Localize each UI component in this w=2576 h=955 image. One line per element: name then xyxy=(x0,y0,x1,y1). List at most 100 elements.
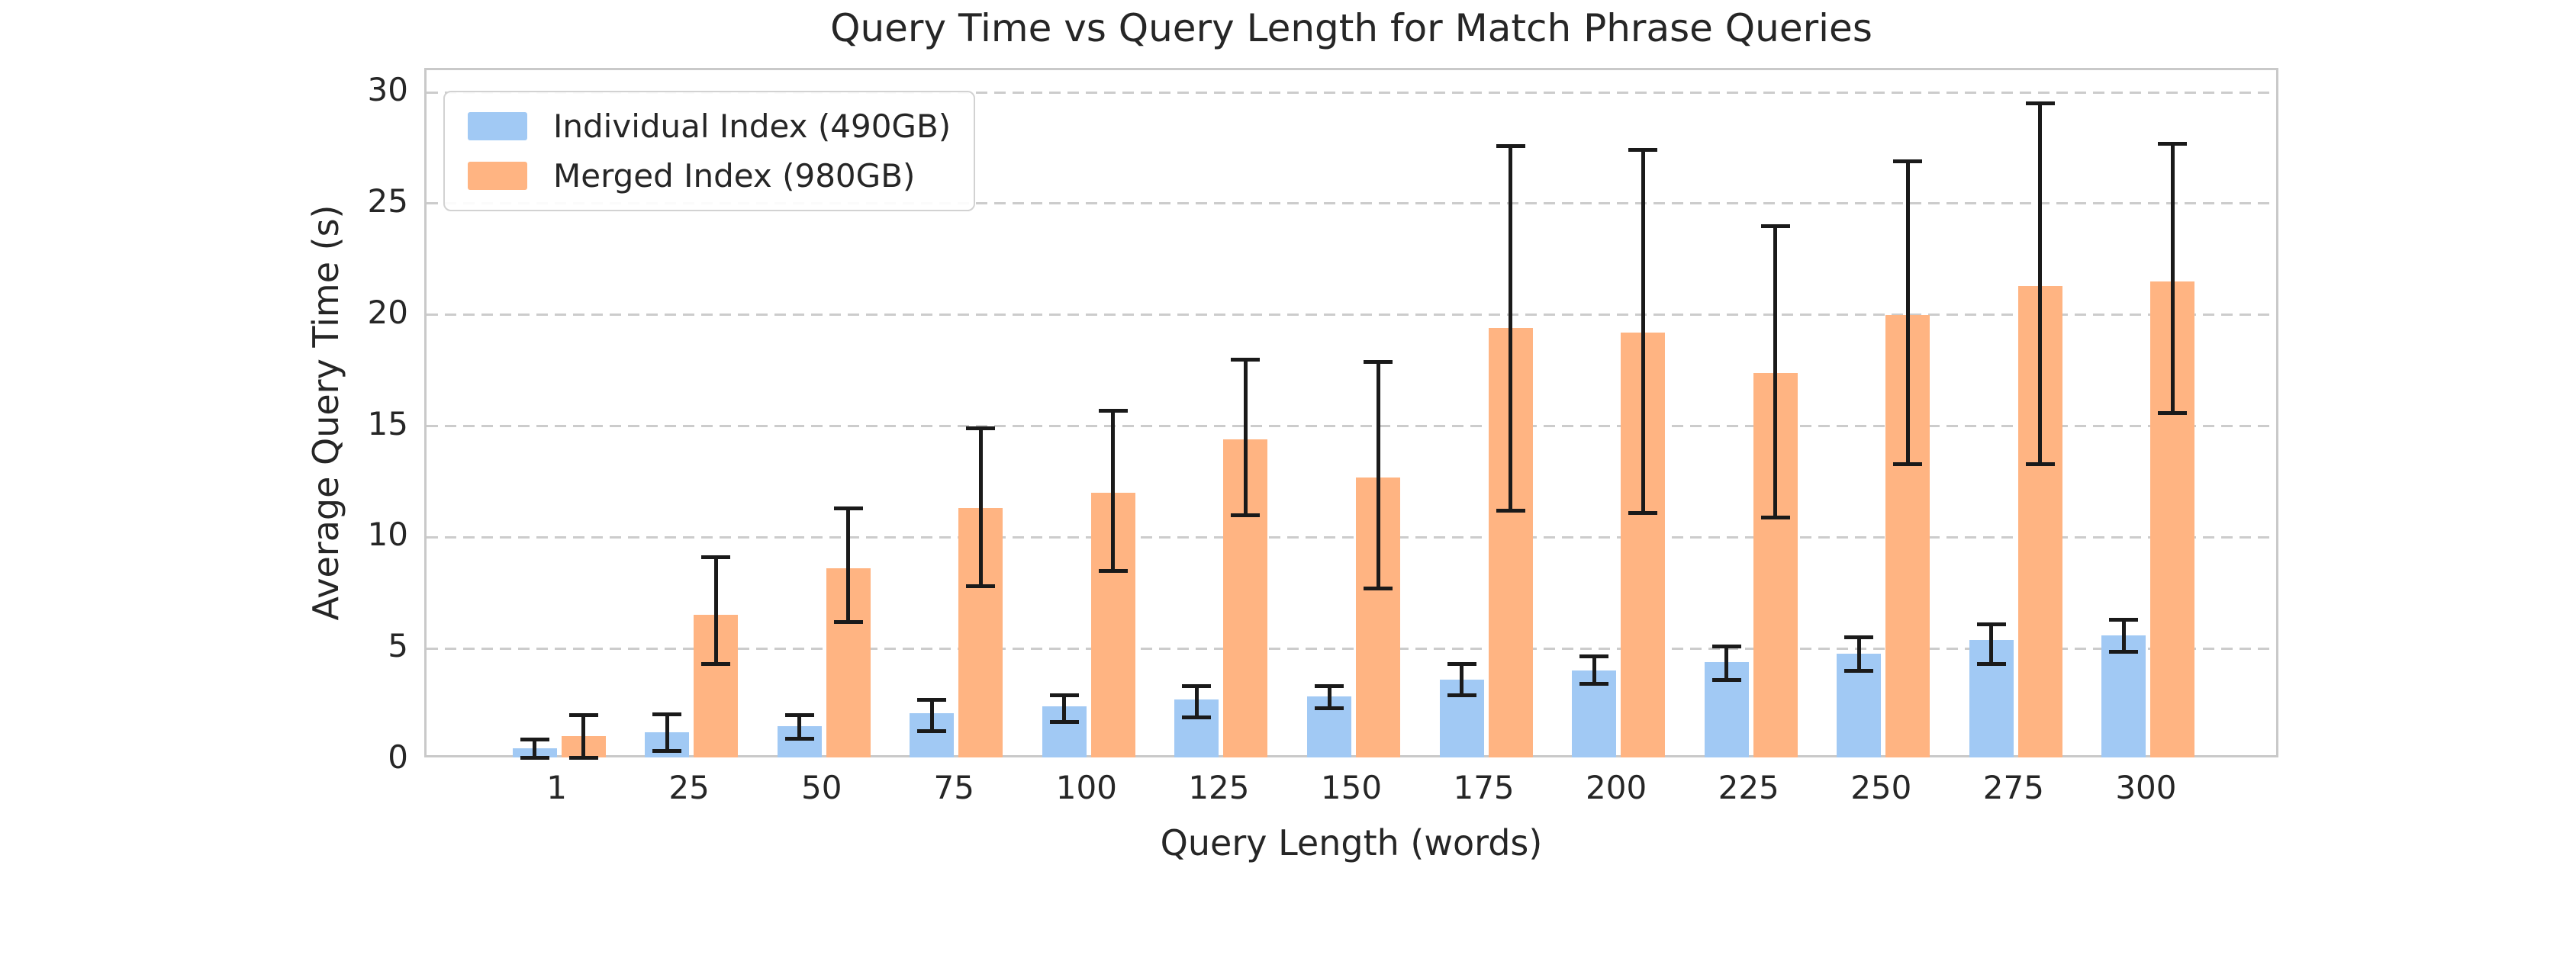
error-bar-cap xyxy=(1844,668,1874,673)
x-tick-label: 150 xyxy=(1320,769,1383,806)
x-tick-label: 1 xyxy=(546,769,567,806)
error-bar-cap xyxy=(1844,635,1874,640)
error-bar xyxy=(665,714,669,751)
error-bar-cap xyxy=(1976,662,2006,667)
legend-label: Individual Index (490GB) xyxy=(553,108,952,145)
error-bar-cap xyxy=(2158,410,2188,415)
bar-individual-300 xyxy=(2101,635,2146,757)
error-bar-cap xyxy=(1711,644,1741,648)
error-bar-cap xyxy=(1893,159,1923,164)
x-tick-label: 50 xyxy=(800,769,842,806)
error-bar xyxy=(1111,410,1116,571)
error-bar-cap xyxy=(833,506,863,510)
x-tick-label: 275 xyxy=(1982,769,2044,806)
x-tick-label: 200 xyxy=(1586,769,1647,806)
x-tick-label: 100 xyxy=(1055,769,1117,806)
y-tick-label: 25 xyxy=(367,182,408,220)
error-bar-cap xyxy=(1315,684,1344,689)
error-bar-cap xyxy=(701,555,731,560)
error-bar xyxy=(797,715,802,739)
error-bar xyxy=(2170,143,2175,413)
legend-swatch-individual-icon xyxy=(468,112,527,140)
error-bar xyxy=(1327,686,1331,709)
y-tick-label: 10 xyxy=(367,516,408,554)
y-tick-label: 15 xyxy=(367,404,408,442)
error-bar-cap xyxy=(568,713,598,718)
error-bar xyxy=(1989,624,1994,664)
error-bar xyxy=(2038,103,2043,465)
x-tick-label: 75 xyxy=(933,769,974,806)
error-bar xyxy=(1773,226,1778,518)
legend-swatch-merged-icon xyxy=(468,162,527,190)
error-bar-cap xyxy=(1182,684,1212,689)
error-bar-cap xyxy=(1579,682,1609,687)
error-bar-cap xyxy=(652,748,682,753)
error-bar-cap xyxy=(1447,693,1476,697)
error-bar-cap xyxy=(1231,357,1261,362)
error-bar-cap xyxy=(1231,513,1261,517)
chart-title: Query Time vs Query Length for Match Phr… xyxy=(830,6,1872,50)
gridline xyxy=(427,647,2276,650)
error-bar-cap xyxy=(1049,693,1079,697)
legend-entry: Merged Index (980GB) xyxy=(468,157,951,195)
error-bar xyxy=(1905,161,1910,465)
error-bar-cap xyxy=(1893,461,1923,466)
error-bar xyxy=(1724,646,1729,680)
x-tick-label: 225 xyxy=(1718,769,1779,806)
error-bar-cap xyxy=(1760,223,1790,228)
error-bar-cap xyxy=(2025,461,2055,466)
error-bar xyxy=(581,715,586,758)
error-bar-cap xyxy=(1579,654,1609,658)
legend-entry: Individual Index (490GB) xyxy=(468,108,951,145)
error-bar-cap xyxy=(1628,148,1658,153)
error-bar xyxy=(1194,686,1199,718)
error-bar-cap xyxy=(1364,359,1393,364)
x-tick-label: 300 xyxy=(2115,769,2177,806)
error-bar-cap xyxy=(1049,719,1079,724)
legend: Individual Index (490GB) Merged Index (9… xyxy=(443,91,976,211)
error-bar-cap xyxy=(917,728,947,733)
error-bar-cap xyxy=(1976,622,2006,626)
error-bar-cap xyxy=(2158,141,2188,146)
error-bar-cap xyxy=(652,712,682,716)
error-bar xyxy=(1856,637,1861,671)
x-tick-label: 250 xyxy=(1850,769,1912,806)
error-bar-cap xyxy=(966,426,996,430)
x-axis-title: Query Length (words) xyxy=(1160,822,1543,863)
error-bar-cap xyxy=(1711,677,1741,682)
error-bar-cap xyxy=(1447,662,1476,667)
error-bar-cap xyxy=(1098,408,1128,413)
error-bar-cap xyxy=(833,619,863,624)
gridline xyxy=(427,202,2276,205)
error-bar-cap xyxy=(520,738,549,742)
gridline xyxy=(427,425,2276,428)
error-bar-cap xyxy=(568,755,598,760)
error-bar-cap xyxy=(2109,650,2139,654)
error-bar-cap xyxy=(784,713,814,718)
error-bar xyxy=(533,739,537,758)
error-bar xyxy=(1243,359,1248,516)
error-bar xyxy=(1062,695,1067,722)
error-bar-cap xyxy=(1760,515,1790,519)
error-bar xyxy=(846,508,851,622)
error-bar xyxy=(2121,619,2126,652)
gridline xyxy=(427,535,2276,539)
error-bar xyxy=(713,557,718,664)
error-bar xyxy=(929,699,934,732)
error-bar xyxy=(1592,656,1596,684)
error-bar-cap xyxy=(1496,508,1525,513)
error-bar xyxy=(1460,664,1464,696)
y-tick-label: 30 xyxy=(367,71,408,109)
error-bar xyxy=(978,428,983,587)
gridline xyxy=(427,91,2276,94)
error-bar-cap xyxy=(1098,568,1128,573)
error-bar xyxy=(1509,146,1513,511)
x-tick-label: 175 xyxy=(1453,769,1515,806)
error-bar-cap xyxy=(1628,510,1658,515)
legend-label: Merged Index (980GB) xyxy=(553,157,916,195)
x-tick-label: 125 xyxy=(1188,769,1250,806)
y-tick-label: 0 xyxy=(388,738,408,776)
error-bar-cap xyxy=(917,697,947,702)
error-bar-cap xyxy=(1496,143,1525,148)
